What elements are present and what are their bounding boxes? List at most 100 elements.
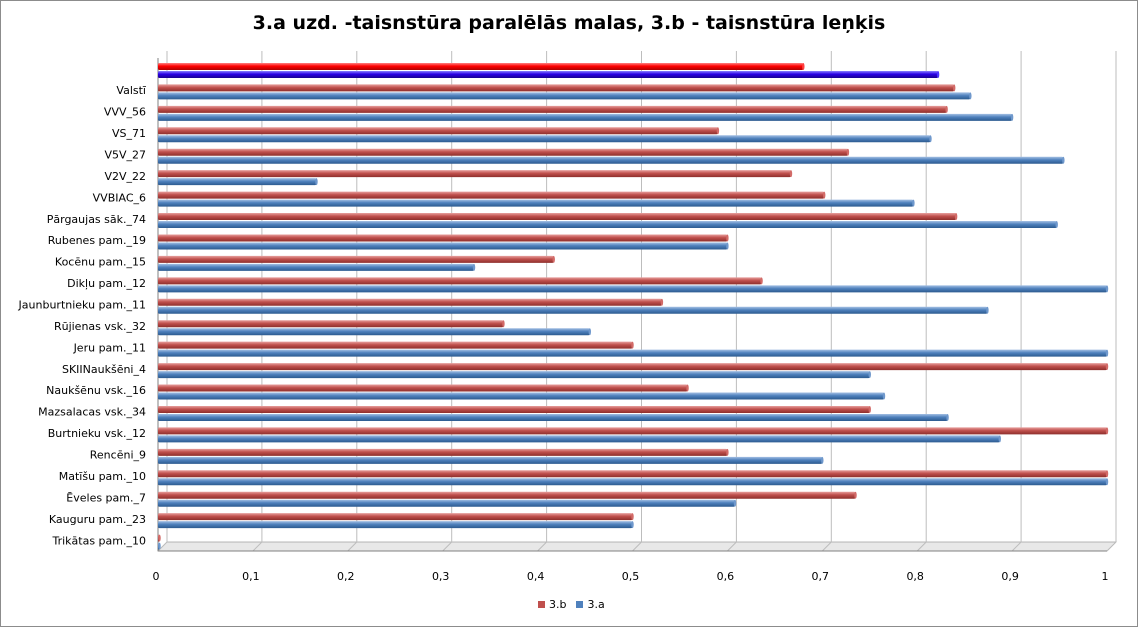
bar-3b-mazsalacas-vsk-34 <box>158 405 870 413</box>
y-category-label: VS_71 <box>112 127 146 140</box>
bar-3a-mazsalacas-vsk-34 <box>158 413 948 421</box>
bar-3b-mazsalacas-vsk-34-cap <box>868 405 871 413</box>
bar-3b-renc-ni-9 <box>158 448 728 456</box>
bar-3b-rubenes-pam-19 <box>158 234 728 242</box>
x-tick-label: 0,8 <box>906 570 924 583</box>
bar-3a-v5v-27 <box>158 156 1064 164</box>
y-category-label: V2V_22 <box>104 170 146 183</box>
gridline-floor <box>916 541 927 552</box>
bar-3b-valst- <box>158 84 955 92</box>
y-category-label: Rūjienas vsk._32 <box>54 320 146 333</box>
bar-3a-jeru-pam-11-cap <box>1105 349 1109 357</box>
x-tick-label: 0,5 <box>622 570 640 583</box>
bar-3b-mat-u-pam-10 <box>158 470 1107 478</box>
bar-3b-trik-tas-pam-10-cap <box>158 534 161 542</box>
bar-3a-vs-71 <box>158 135 931 143</box>
bar-3b-skiinauk-ni-4 <box>158 363 1107 371</box>
y-category-label: Rubenes pam._19 <box>48 234 146 247</box>
bar-3a-dik-u-pam-12-cap <box>1105 285 1109 293</box>
bar-3a-skiinauk-ni-4 <box>158 371 870 379</box>
bar-3a-nauk-nu-vsk-16 <box>158 392 884 400</box>
bar-3a-burtnieku-vsk-12 <box>158 435 1000 443</box>
legend-item-3b: 3.b <box>538 598 566 611</box>
legend-label-3b: 3.b <box>549 598 567 611</box>
legend-item-3a: 3.a <box>576 598 605 611</box>
bar-3b--veles-pam-7 <box>158 491 856 499</box>
bar-3b-koc-nu-pam-15-cap <box>552 255 555 263</box>
bar-3a-nauk-nu-vsk-16-cap <box>882 392 886 400</box>
bar-3a-rubenes-pam-19 <box>158 242 728 250</box>
bar-3a-koc-nu-pam-15-cap <box>472 263 476 271</box>
x-tick-label: 0,3 <box>432 570 450 583</box>
bar-3a-jeru-pam-11 <box>158 349 1107 357</box>
x-tick-label: 0,1 <box>242 570 260 583</box>
bar-3a-kauguru-pam-23-cap <box>631 521 634 529</box>
bar-3b-valst--cap <box>953 84 956 92</box>
bar-3a-renc-ni-9 <box>158 456 823 464</box>
bar-3a-vvv-56 <box>158 113 1013 121</box>
y-category-label: Jeru pam._11 <box>73 341 146 354</box>
x-tick-label: 0 <box>153 570 160 583</box>
x-tick-label: 0,6 <box>717 570 735 583</box>
bar-3a-burtnieku-vsk-12-cap <box>998 435 1001 443</box>
gridline-floor <box>821 541 832 552</box>
gridline-floor <box>632 541 642 552</box>
bar-3a-valst- <box>158 92 971 100</box>
bar-3b-jaunburtnieku-pam-11-cap <box>660 298 664 306</box>
x-tick-label: 0,7 <box>812 570 830 583</box>
bar-3a-r-jienas-vsk-32 <box>158 328 590 336</box>
bar-3b-p-rgaujas-s-k-74 <box>158 213 957 221</box>
gridline-floor <box>727 541 737 552</box>
bar-3b-skiinauk-ni-4-cap <box>1105 363 1109 371</box>
bar-3b-vs-71-cap <box>716 127 720 135</box>
legend-label-3a: 3.a <box>587 598 605 611</box>
gridline-floor <box>347 541 358 552</box>
bar-3a-p-rgaujas-s-k-74-cap <box>1055 221 1058 229</box>
bar-3b-vvv-56-cap <box>945 105 948 113</box>
bar-3b-overall-cap <box>802 63 805 70</box>
bar-3a-p-rgaujas-s-k-74 <box>158 221 1057 229</box>
bar-3a-rubenes-pam-19-cap <box>726 242 729 250</box>
bar-3a-mat-u-pam-10 <box>158 478 1107 486</box>
bar-3b-jeru-pam-11 <box>158 341 633 349</box>
bar-3a-v2v-22 <box>158 178 317 186</box>
bar-3b-jaunburtnieku-pam-11 <box>158 298 662 306</box>
bar-3b-p-rgaujas-s-k-74-cap <box>954 213 958 221</box>
bar-3b-burtnieku-vsk-12-cap <box>1105 427 1109 435</box>
legend-swatch-3a <box>576 601 584 608</box>
chart-title: 3.a uzd. -taisnstūra paralēlās malas, 3.… <box>252 12 886 34</box>
bar-3b-koc-nu-pam-15 <box>158 255 554 263</box>
y-category-label: VVBIAC_6 <box>93 191 146 204</box>
bar-3b-vvbiac-6-cap <box>822 191 826 199</box>
bar-3b-v5v-27 <box>158 148 848 156</box>
y-category-label: Rencēni_9 <box>90 449 146 462</box>
bar-3a-vvbiac-6-cap <box>912 199 915 207</box>
bar-3a-trik-tas-pam-10-cap <box>158 542 161 550</box>
bar-3a-vvv-56-cap <box>1010 113 1014 121</box>
bar-3b-dik-u-pam-12 <box>158 277 762 285</box>
bar-3b-nauk-nu-vsk-16-cap <box>686 384 689 392</box>
y-category-label: Dikļu pam._12 <box>67 277 146 290</box>
bar-3a-valst--cap <box>969 92 972 100</box>
y-category-label: Kocēnu pam._15 <box>55 256 146 269</box>
legend-swatch-3b <box>538 601 545 608</box>
gridline-floor <box>1011 541 1022 552</box>
y-category-label: Kauguru pam._23 <box>49 513 146 526</box>
bar-3a-vs-71-cap <box>929 135 932 143</box>
bar-3b-kauguru-pam-23-cap <box>631 513 634 521</box>
bar-3b-renc-ni-9-cap <box>726 448 729 456</box>
y-category-label: V5V_27 <box>104 148 146 161</box>
bar-3b-mat-u-pam-10-cap <box>1105 470 1109 478</box>
bar-3b-kauguru-pam-23 <box>158 513 633 521</box>
legend: 3.b 3.a <box>538 598 605 611</box>
bar-3b-v5v-27-cap <box>846 148 850 156</box>
gridline-floor <box>252 541 263 552</box>
bar-3b-v2v-22 <box>158 170 791 178</box>
bar-3b-nauk-nu-vsk-16 <box>158 384 688 392</box>
bar-3b-vvv-56 <box>158 105 947 113</box>
bar-3a-dik-u-pam-12 <box>158 285 1107 293</box>
bar-3b-dik-u-pam-12-cap <box>760 277 763 285</box>
gridline-floor <box>1106 541 1117 552</box>
y-category-label: VVV_56 <box>104 106 146 119</box>
